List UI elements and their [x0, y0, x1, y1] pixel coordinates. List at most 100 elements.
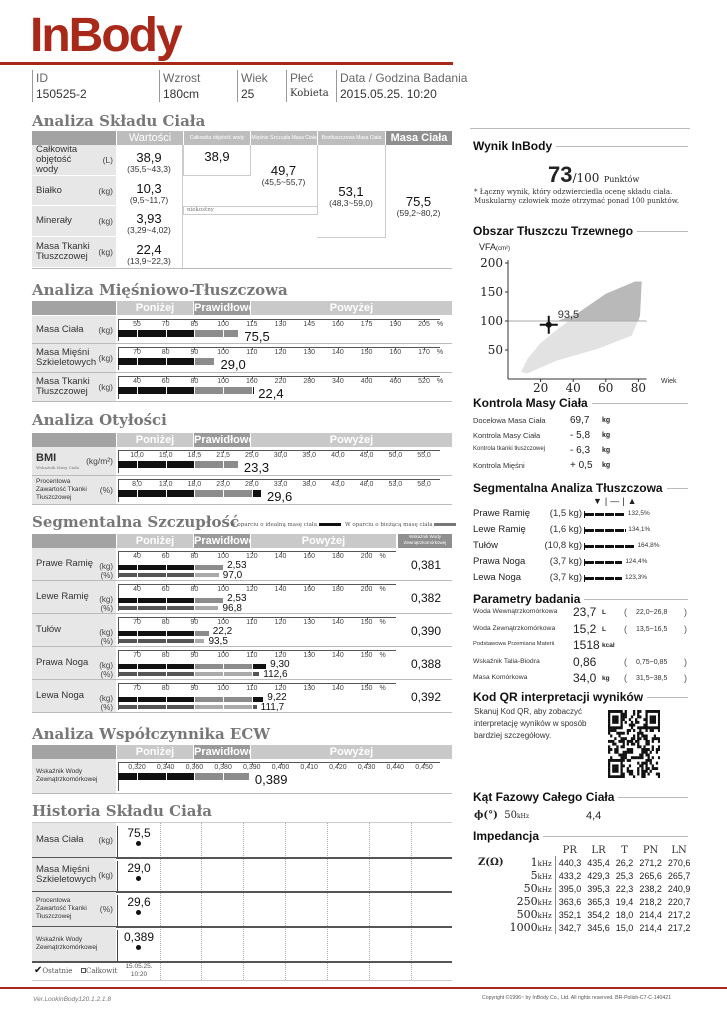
tick-label: 0,320	[128, 764, 146, 771]
bar-segment-kg	[118, 598, 137, 603]
decrease-icon: ▼	[593, 496, 605, 506]
bar-segment-kg	[166, 631, 195, 636]
tick-label: 0,400	[271, 764, 290, 771]
qr-module	[632, 737, 636, 741]
tick-mark	[309, 479, 311, 482]
impedance-frequency: 5kHz	[506, 869, 556, 882]
qr-code[interactable]	[608, 710, 660, 778]
bar-segment-pct	[138, 606, 166, 610]
qr-module	[614, 748, 617, 751]
z-label	[475, 921, 507, 934]
row-label-cell: BMI Wskaźnik Masy Ciała (kg/m²)	[32, 447, 116, 475]
weight-control-value: - 6,3	[570, 445, 591, 456]
tick-label: 80	[161, 685, 170, 692]
impedance-frequency: 500kHz	[506, 908, 556, 921]
impedance-frequency: 250kHz	[506, 895, 556, 908]
qr-module	[645, 739, 648, 743]
scale-axis	[118, 617, 119, 644]
tick-label: 0,420	[329, 764, 347, 771]
bar-segment-pct	[195, 672, 224, 676]
qr-module	[630, 726, 634, 730]
qr-module	[637, 767, 640, 771]
tick-label: 150	[360, 619, 373, 626]
row-label: Procentowa Zawartość Tkanki Tłuszczowej	[36, 897, 87, 920]
total-checkbox[interactable]: Całkowit	[81, 967, 117, 975]
tick-label: 23,0	[216, 481, 230, 488]
qr-module	[643, 775, 646, 778]
qr-module	[643, 723, 646, 727]
tick-label: 110	[246, 619, 258, 626]
tick-mark	[280, 319, 282, 322]
tick-label: 70	[133, 349, 141, 356]
row-unit: (kg)	[98, 353, 113, 363]
qr-module	[647, 726, 650, 730]
qr-module	[612, 739, 615, 743]
qr-module	[620, 753, 623, 757]
tick-label: 100	[217, 349, 229, 356]
qr-module	[641, 734, 644, 738]
qr-module	[637, 769, 640, 773]
paren-close: )	[684, 607, 687, 617]
impedance-header-row: PR LR T PN LN	[475, 845, 693, 856]
segmental-fat-title: Segmentalna Analiza Tłuszczowa	[473, 481, 663, 495]
scale-line	[118, 551, 396, 552]
tick-mark	[251, 650, 253, 653]
bar-segment-kg	[138, 631, 166, 636]
tick-label: 190	[389, 321, 402, 328]
section-title-history: Historia Składu Ciała	[32, 802, 212, 820]
qr-module	[637, 710, 640, 713]
bar-segment-kg	[195, 664, 224, 669]
impedance-table: PR LR T PN LN Z(Ω) 1kHz 440,3 435,4 26,2 271,2 270,…	[475, 845, 693, 934]
tick-label: 18,0	[187, 481, 202, 488]
bar-segment	[138, 773, 166, 780]
tick-label: 15,0	[158, 452, 173, 459]
tick-unit: %	[379, 685, 386, 692]
tick-label: 8,0	[132, 481, 142, 488]
qr-module	[645, 712, 648, 716]
paren-close: )	[684, 673, 687, 683]
phase-symbol: ϕ(°)	[474, 810, 498, 821]
qr-module	[657, 775, 660, 778]
qr-module	[635, 718, 638, 722]
qr-module	[655, 748, 659, 751]
copyright-text: Copyright ©1996~ by InBody Co., Ltd. All…	[482, 995, 672, 1001]
tbw-cell: 38,9	[183, 145, 251, 176]
qr-module	[622, 772, 625, 776]
qr-module	[612, 764, 615, 768]
qr-module	[655, 767, 659, 771]
row-label: Prawa Noga	[36, 657, 89, 668]
qr-module	[635, 756, 638, 760]
row-value-cell: 10,3 (9,5~11,7)	[116, 176, 183, 206]
bar-segment	[252, 387, 254, 394]
total-label: Całkowit	[86, 967, 118, 975]
qr-module	[616, 767, 619, 771]
qr-module	[608, 710, 611, 713]
row-label-cell: Lewe Ramię (kg) (%)	[32, 581, 116, 613]
tick-label: 160	[303, 586, 316, 593]
history-gridline	[411, 823, 412, 980]
bar-segment-kg	[118, 664, 137, 669]
bar-segment	[138, 490, 166, 497]
tick-mark	[165, 584, 167, 587]
bar-segment	[166, 358, 195, 365]
tick-mark	[366, 479, 368, 482]
segmental-fat-axis	[584, 511, 585, 518]
qr-module	[649, 729, 652, 732]
segmental-fat-axis	[584, 559, 585, 566]
tick-mark	[337, 584, 339, 587]
qr-module	[632, 756, 636, 760]
row-label-cell: Białko (kg)	[32, 176, 116, 205]
qr-module	[624, 737, 627, 741]
qr-module	[608, 718, 611, 722]
tick-label: 120	[245, 553, 258, 560]
recent-checkbox[interactable]: ✔Ostatnie	[34, 965, 72, 976]
qr-module	[645, 769, 648, 773]
tick-label: 120	[274, 619, 287, 626]
tick-label: 160	[303, 553, 316, 560]
vfa-ylabel-text: VFA	[479, 242, 497, 252]
tick-label: 120	[245, 586, 258, 593]
row-label-cell: Całkowita objętość wody (L)	[32, 145, 116, 175]
row-label-cell: Wskaźnik Wody Zewnątrzkomórkowej	[32, 759, 116, 793]
qr-module	[645, 767, 648, 771]
tick-label: 90	[190, 685, 199, 692]
